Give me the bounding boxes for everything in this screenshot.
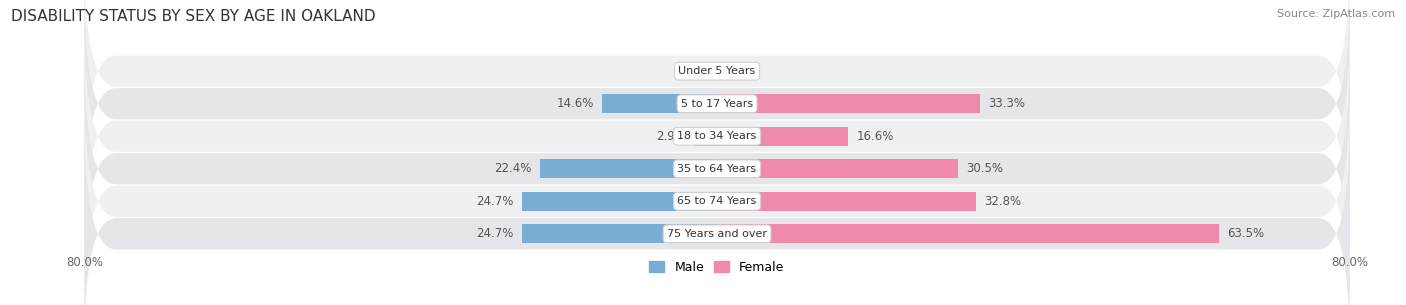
- Text: 2.9%: 2.9%: [657, 130, 686, 143]
- Bar: [717, 224, 1219, 243]
- Text: 16.6%: 16.6%: [856, 130, 894, 143]
- Text: 18 to 34 Years: 18 to 34 Years: [678, 131, 756, 141]
- Text: 14.6%: 14.6%: [557, 97, 593, 110]
- Text: 0.0%: 0.0%: [679, 65, 709, 78]
- Text: 75 Years and over: 75 Years and over: [666, 229, 768, 239]
- Bar: [522, 192, 717, 211]
- Text: 24.7%: 24.7%: [477, 195, 513, 208]
- Bar: [602, 94, 717, 113]
- Text: 22.4%: 22.4%: [495, 162, 531, 175]
- Bar: [695, 127, 717, 146]
- Text: Source: ZipAtlas.com: Source: ZipAtlas.com: [1277, 9, 1395, 19]
- FancyBboxPatch shape: [84, 0, 1350, 186]
- Text: DISABILITY STATUS BY SEX BY AGE IN OAKLAND: DISABILITY STATUS BY SEX BY AGE IN OAKLA…: [11, 9, 375, 24]
- Text: 0.0%: 0.0%: [725, 65, 755, 78]
- Bar: [522, 224, 717, 243]
- Text: 30.5%: 30.5%: [966, 162, 1004, 175]
- FancyBboxPatch shape: [84, 22, 1350, 251]
- FancyBboxPatch shape: [84, 87, 1350, 305]
- Text: 35 to 64 Years: 35 to 64 Years: [678, 164, 756, 174]
- Bar: [717, 94, 980, 113]
- Bar: [717, 192, 977, 211]
- FancyBboxPatch shape: [84, 54, 1350, 283]
- Bar: [717, 127, 848, 146]
- Text: Under 5 Years: Under 5 Years: [679, 66, 755, 76]
- Text: 65 to 74 Years: 65 to 74 Years: [678, 196, 756, 206]
- Text: 63.5%: 63.5%: [1227, 227, 1264, 240]
- Bar: [717, 159, 959, 178]
- Text: 32.8%: 32.8%: [984, 195, 1022, 208]
- FancyBboxPatch shape: [84, 119, 1350, 305]
- Legend: Male, Female: Male, Female: [644, 256, 790, 279]
- Text: 24.7%: 24.7%: [477, 227, 513, 240]
- FancyBboxPatch shape: [84, 0, 1350, 218]
- Bar: [540, 159, 717, 178]
- Text: 33.3%: 33.3%: [988, 97, 1025, 110]
- Text: 5 to 17 Years: 5 to 17 Years: [681, 99, 754, 109]
